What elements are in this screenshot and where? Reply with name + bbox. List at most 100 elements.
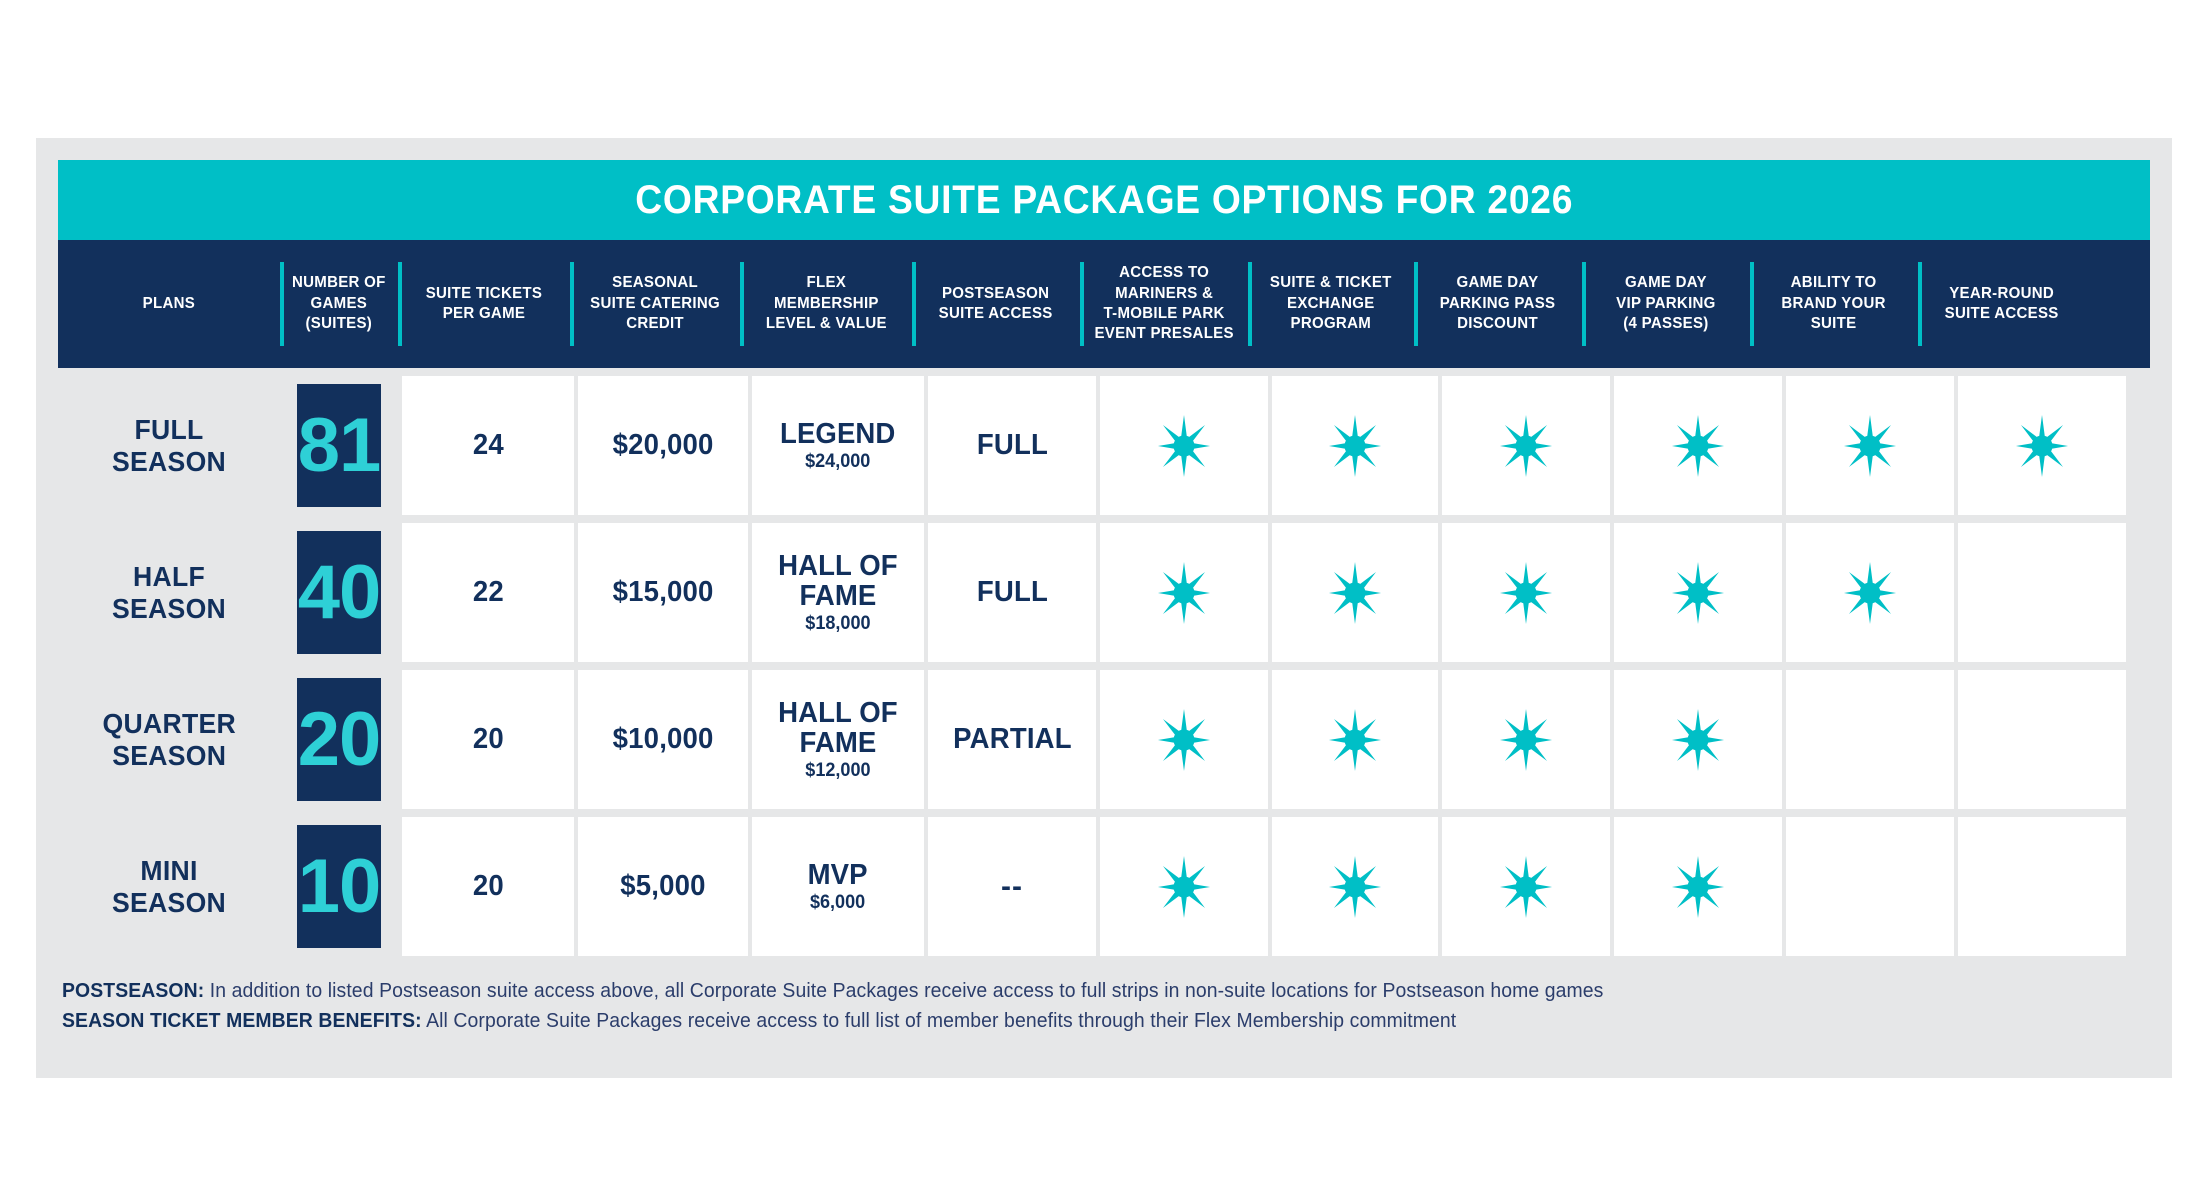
flex-membership-level: MVP (808, 858, 868, 891)
postseason-value: FULL (976, 576, 1048, 608)
starburst-icon (2011, 414, 2073, 477)
plan-name: FULL SEASON (111, 414, 227, 477)
flex-membership-value: $12,000 (805, 760, 871, 782)
exchange-cell (1272, 523, 1438, 662)
table-row: FULL SEASON 81 24 $20,000 LEGEND $24,000 FULL (58, 376, 2150, 515)
plan-name: HALF SEASON (111, 561, 227, 624)
tickets-cell: 22 (402, 523, 574, 662)
column-header-catering: SEASONAL SUITE CATERING CREDIT (570, 240, 740, 368)
flex-membership-cell: HALL OF FAME $12,000 (752, 670, 924, 809)
games-count-cell: 10 (280, 817, 398, 956)
year_round-cell-empty (1958, 670, 2126, 809)
postseason-value: FULL (976, 429, 1048, 461)
column-header-label: FLEX MEMBERSHIP LEVEL & VALUE (765, 274, 887, 333)
games-count-value: 40 (297, 549, 382, 635)
vip_parking-cell (1614, 670, 1782, 809)
footnote: POSTSEASON: In addition to listed Postse… (62, 976, 2085, 1006)
starburst-icon (1153, 414, 1215, 477)
column-header-tickets: SUITE TICKETS PER GAME (398, 240, 570, 368)
games-count-cell: 81 (280, 376, 398, 515)
footnote-label: SEASON TICKET MEMBER BENEFITS: (62, 1010, 422, 1032)
catering-cell: $15,000 (578, 523, 748, 662)
plan-name-cell: MINI SEASON (58, 817, 280, 956)
plan-name-cell: FULL SEASON (58, 376, 280, 515)
column-header-postseason: POSTSEASON SUITE ACCESS (912, 240, 1080, 368)
column-header-exchange: SUITE & TICKET EXCHANGE PROGRAM (1248, 240, 1414, 368)
catering-value: $10,000 (612, 723, 714, 755)
games-count-cell: 40 (280, 523, 398, 662)
postseason-cell: FULL (928, 376, 1096, 515)
presales-cell (1100, 817, 1268, 956)
plan-name-cell: HALF SEASON (58, 523, 280, 662)
brand_suite-cell (1786, 376, 1954, 515)
starburst-icon (1495, 414, 1557, 477)
column-header-label: NUMBER OF GAMES (SUITES) (292, 274, 386, 333)
starburst-icon (1324, 561, 1386, 624)
catering-value: $20,000 (612, 429, 714, 461)
tickets-value: 24 (472, 429, 504, 461)
tickets-value: 20 (472, 723, 504, 755)
column-header-label: SUITE TICKETS PER GAME (425, 284, 543, 322)
starburst-icon (1495, 855, 1557, 918)
column-header-label: ACCESS TO MARINERS & T-MOBILE PARK EVENT PR… (1094, 264, 1234, 343)
flex-membership-cell: HALL OF FAME $18,000 (752, 523, 924, 662)
column-header-vip_parking: GAME DAY VIP PARKING (4 PASSES) (1582, 240, 1750, 368)
table-row: MINI SEASON 10 20 $5,000 MVP $6,000 -- (58, 817, 2150, 956)
brand_suite-cell-empty (1786, 670, 1954, 809)
games-count-value: 10 (297, 843, 382, 929)
games-count-badge: 10 (297, 825, 381, 948)
starburst-icon (1839, 414, 1901, 477)
flex-membership-value: $18,000 (805, 613, 871, 635)
catering-cell: $5,000 (578, 817, 748, 956)
plan-name: QUARTER SEASON (102, 708, 236, 771)
games-count-badge: 81 (297, 384, 381, 507)
parking_discount-cell (1442, 670, 1610, 809)
games-count-badge: 20 (297, 678, 381, 801)
footnote: SEASON TICKET MEMBER BENEFITS: All Corpo… (62, 1006, 2085, 1036)
starburst-icon (1324, 708, 1386, 771)
parking_discount-cell (1442, 523, 1610, 662)
column-header-label: SUITE & TICKET EXCHANGE PROGRAM (1270, 274, 1392, 333)
starburst-icon (1839, 561, 1901, 624)
footnote-text: All Corporate Suite Packages receive acc… (421, 1010, 1457, 1032)
vip_parking-cell (1614, 817, 1782, 956)
flex-membership-content: HALL OF FAME $12,000 (775, 696, 901, 782)
column-header-label: POSTSEASON SUITE ACCESS (939, 284, 1053, 322)
page-title: CORPORATE SUITE PACKAGE OPTIONS FOR 2026 (635, 177, 1573, 222)
footnote-label: POSTSEASON: (62, 980, 205, 1002)
flex-membership-level: HALL OF FAME (778, 549, 898, 613)
year_round-cell (1958, 376, 2126, 515)
games-count-value: 81 (297, 402, 382, 488)
postseason-cell: PARTIAL (928, 670, 1096, 809)
tickets-cell: 20 (402, 670, 574, 809)
games-count-value: 20 (297, 696, 382, 782)
table-row: QUARTER SEASON 20 20 $10,000 HALL OF FAME $12,0… (58, 670, 2150, 809)
starburst-icon (1324, 855, 1386, 918)
starburst-icon (1153, 708, 1215, 771)
starburst-icon (1153, 561, 1215, 624)
column-header-games: NUMBER OF GAMES (SUITES) (280, 240, 398, 368)
postseason-value: PARTIAL (952, 723, 1072, 755)
presales-cell (1100, 523, 1268, 662)
column-header-label: YEAR-ROUND SUITE ACCESS (1945, 284, 2059, 322)
flex-membership-content: LEGEND $24,000 (777, 418, 898, 473)
flex-membership-cell: LEGEND $24,000 (752, 376, 924, 515)
catering-value: $15,000 (612, 576, 714, 608)
plan-name: MINI SEASON (111, 855, 227, 918)
column-header-flex: FLEX MEMBERSHIP LEVEL & VALUE (740, 240, 912, 368)
tickets-cell: 20 (402, 817, 574, 956)
flex-membership-value: $24,000 (805, 451, 871, 473)
flex-membership-level: HALL OF FAME (778, 696, 898, 760)
footnote-text: In addition to listed Postseason suite a… (204, 980, 1604, 1002)
footnotes: POSTSEASON: In addition to listed Postse… (58, 964, 2150, 1036)
column-header-year_round: YEAR-ROUND SUITE ACCESS (1918, 240, 2086, 368)
catering-value: $5,000 (620, 870, 706, 902)
tickets-value: 22 (472, 576, 504, 608)
table-body: FULL SEASON 81 24 $20,000 LEGEND $24,000 FULL HA… (58, 368, 2150, 956)
column-header-label: PLANS (142, 294, 196, 312)
column-header-parking_discount: GAME DAY PARKING PASS DISCOUNT (1414, 240, 1582, 368)
starburst-icon (1667, 708, 1729, 771)
column-header-label: GAME DAY PARKING PASS DISCOUNT (1440, 274, 1556, 333)
flex-membership-content: MVP $6,000 (806, 858, 869, 913)
table-row: HALF SEASON 40 22 $15,000 HALL OF FAME $18,000 F… (58, 523, 2150, 662)
